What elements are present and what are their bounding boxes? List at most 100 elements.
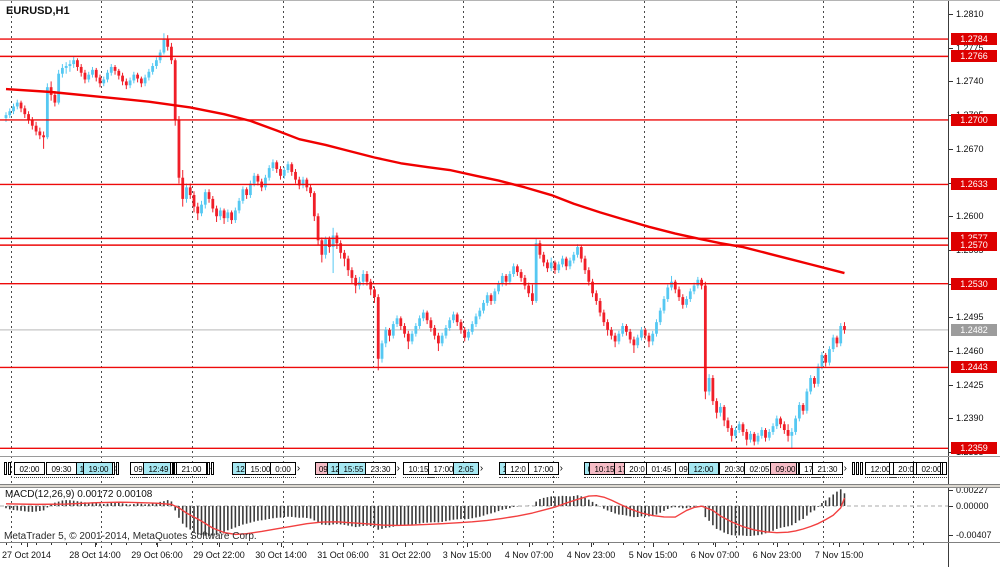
price-tick-label: 1.2495 [956, 312, 984, 323]
time-major-tick [219, 543, 220, 547]
flag-tick-dots [799, 477, 821, 479]
moving-average-line[interactable] [5, 87, 845, 275]
time-minor-tick [577, 543, 579, 545]
trade-time-flag[interactable]: 19:00 [83, 462, 118, 475]
time-axis-label: 29 Oct 06:00 [131, 550, 183, 560]
price-level-badge: 1.2633 [951, 178, 997, 191]
day-separator-line [553, 1, 554, 549]
day-separator-line [644, 1, 645, 549]
time-major-tick [343, 543, 344, 547]
time-minor-tick [231, 543, 233, 545]
time-minor-tick [818, 543, 820, 545]
flag-tick-dots [428, 477, 459, 479]
trade-time-flag[interactable]: 01:45 [646, 462, 681, 475]
macd-name: MACD(12,26,9) [5, 489, 75, 500]
time-minor-tick [427, 543, 429, 545]
time-minor-tick [712, 543, 714, 545]
trade-time-flag[interactable] [170, 462, 173, 475]
trade-time-flag[interactable]: 09:30 [46, 462, 81, 475]
time-axis-label: 29 Oct 22:00 [193, 550, 245, 560]
price-tick [949, 384, 953, 386]
trade-time-flag[interactable]: 23:30 [365, 462, 400, 475]
copyright-text: MetaTrader 5, © 2001-2014, MetaQuotes So… [4, 531, 257, 542]
trade-time-flag[interactable] [116, 462, 119, 475]
price-tick [949, 216, 953, 218]
time-major-tick [95, 543, 96, 547]
time-minor-tick [682, 543, 684, 545]
trade-time-flag[interactable]: 0:00 [270, 462, 300, 475]
price-tick-label: 1.2810 [956, 9, 984, 19]
trade-time-flag[interactable] [207, 462, 210, 475]
time-minor-tick [382, 543, 383, 545]
flag-tick-dots [403, 477, 434, 479]
macd-axis-tick [949, 506, 953, 507]
flag-tick-dots [245, 477, 276, 479]
price-chart-canvas[interactable] [0, 1, 948, 456]
time-minor-tick [6, 543, 7, 545]
time-minor-tick [667, 543, 669, 545]
trade-time-flag[interactable]: 21:30 [812, 462, 847, 475]
time-minor-tick [697, 543, 699, 545]
flag-tick-dots [143, 477, 174, 479]
time-major-tick [27, 543, 28, 547]
macd-axis-label: -0.00407 [956, 530, 992, 540]
price-level-badge: 1.2766 [951, 50, 997, 63]
trade-time-flag[interactable] [940, 462, 943, 475]
trade-time-flag[interactable]: 02:00 [14, 462, 49, 475]
flag-tick-dots [719, 477, 750, 479]
price-tick-label: 1.2775 [956, 42, 984, 53]
time-minor-tick [923, 543, 925, 545]
flag-tick-dots [589, 477, 620, 479]
time-minor-tick [351, 543, 353, 545]
price-axis[interactable]: 1.28101.27751.27401.27051.26701.26351.26… [948, 1, 1000, 567]
flag-tick-dots [865, 477, 896, 479]
trade-time-flag[interactable] [860, 462, 863, 475]
time-major-tick [839, 543, 840, 547]
trade-time-flag[interactable]: 2:05 [453, 462, 483, 475]
time-minor-tick [848, 543, 850, 545]
trade-time-flag[interactable] [211, 462, 214, 475]
trade-time-flag[interactable]: 15:00 [245, 462, 280, 475]
time-minor-tick [562, 543, 564, 545]
pane-splitter[interactable] [0, 484, 1000, 488]
trade-time-flag[interactable] [852, 462, 855, 475]
time-minor-tick [607, 543, 609, 545]
price-tick-label: 1.2740 [956, 76, 984, 87]
time-minor-tick [547, 543, 549, 545]
time-minor-tick [727, 543, 729, 545]
flag-tick-dots [232, 477, 249, 479]
flag-tick-dots [14, 477, 45, 479]
trade-time-flag[interactable] [8, 462, 11, 475]
flag-tick-dots [270, 477, 297, 479]
time-axis-label: 5 Nov 15:00 [628, 550, 678, 560]
day-separator-line [913, 1, 914, 549]
trade-time-flag[interactable]: 12:00 [688, 462, 723, 475]
time-axis-label: 6 Nov 23:00 [752, 550, 802, 560]
macd-indicator-canvas[interactable] [0, 488, 948, 542]
time-minor-tick [21, 543, 23, 545]
time-major-tick [777, 543, 778, 547]
macd-axis-tick [949, 535, 953, 536]
day-separator-line [463, 1, 464, 549]
time-axis-label: 3 Nov 15:00 [442, 550, 492, 560]
time-major-tick [653, 543, 654, 547]
macd-time-divider [0, 542, 1000, 543]
trade-time-flag[interactable] [112, 462, 115, 475]
time-minor-tick [201, 543, 203, 545]
day-separator-line [823, 1, 824, 549]
day-separator-line [373, 1, 374, 549]
flag-tick-dots [315, 477, 332, 479]
trade-time-flag[interactable]: 21:00 [176, 462, 211, 475]
trade-time-flag[interactable] [4, 462, 7, 475]
flag-tick-dots [176, 477, 207, 479]
time-minor-tick [246, 543, 248, 545]
trade-time-flag[interactable] [856, 462, 859, 475]
price-level-badge: 1.2570 [951, 239, 997, 252]
trade-time-flag[interactable]: 17:00 [528, 462, 563, 475]
flag-tick-dots [614, 477, 631, 479]
time-minor-tick [171, 543, 173, 545]
flag-tick-dots [916, 477, 947, 479]
time-axis-label: 28 Oct 14:00 [69, 550, 121, 560]
macd-signal-value: 0.00108 [116, 489, 153, 500]
time-axis-label: 4 Nov 07:00 [504, 550, 554, 560]
